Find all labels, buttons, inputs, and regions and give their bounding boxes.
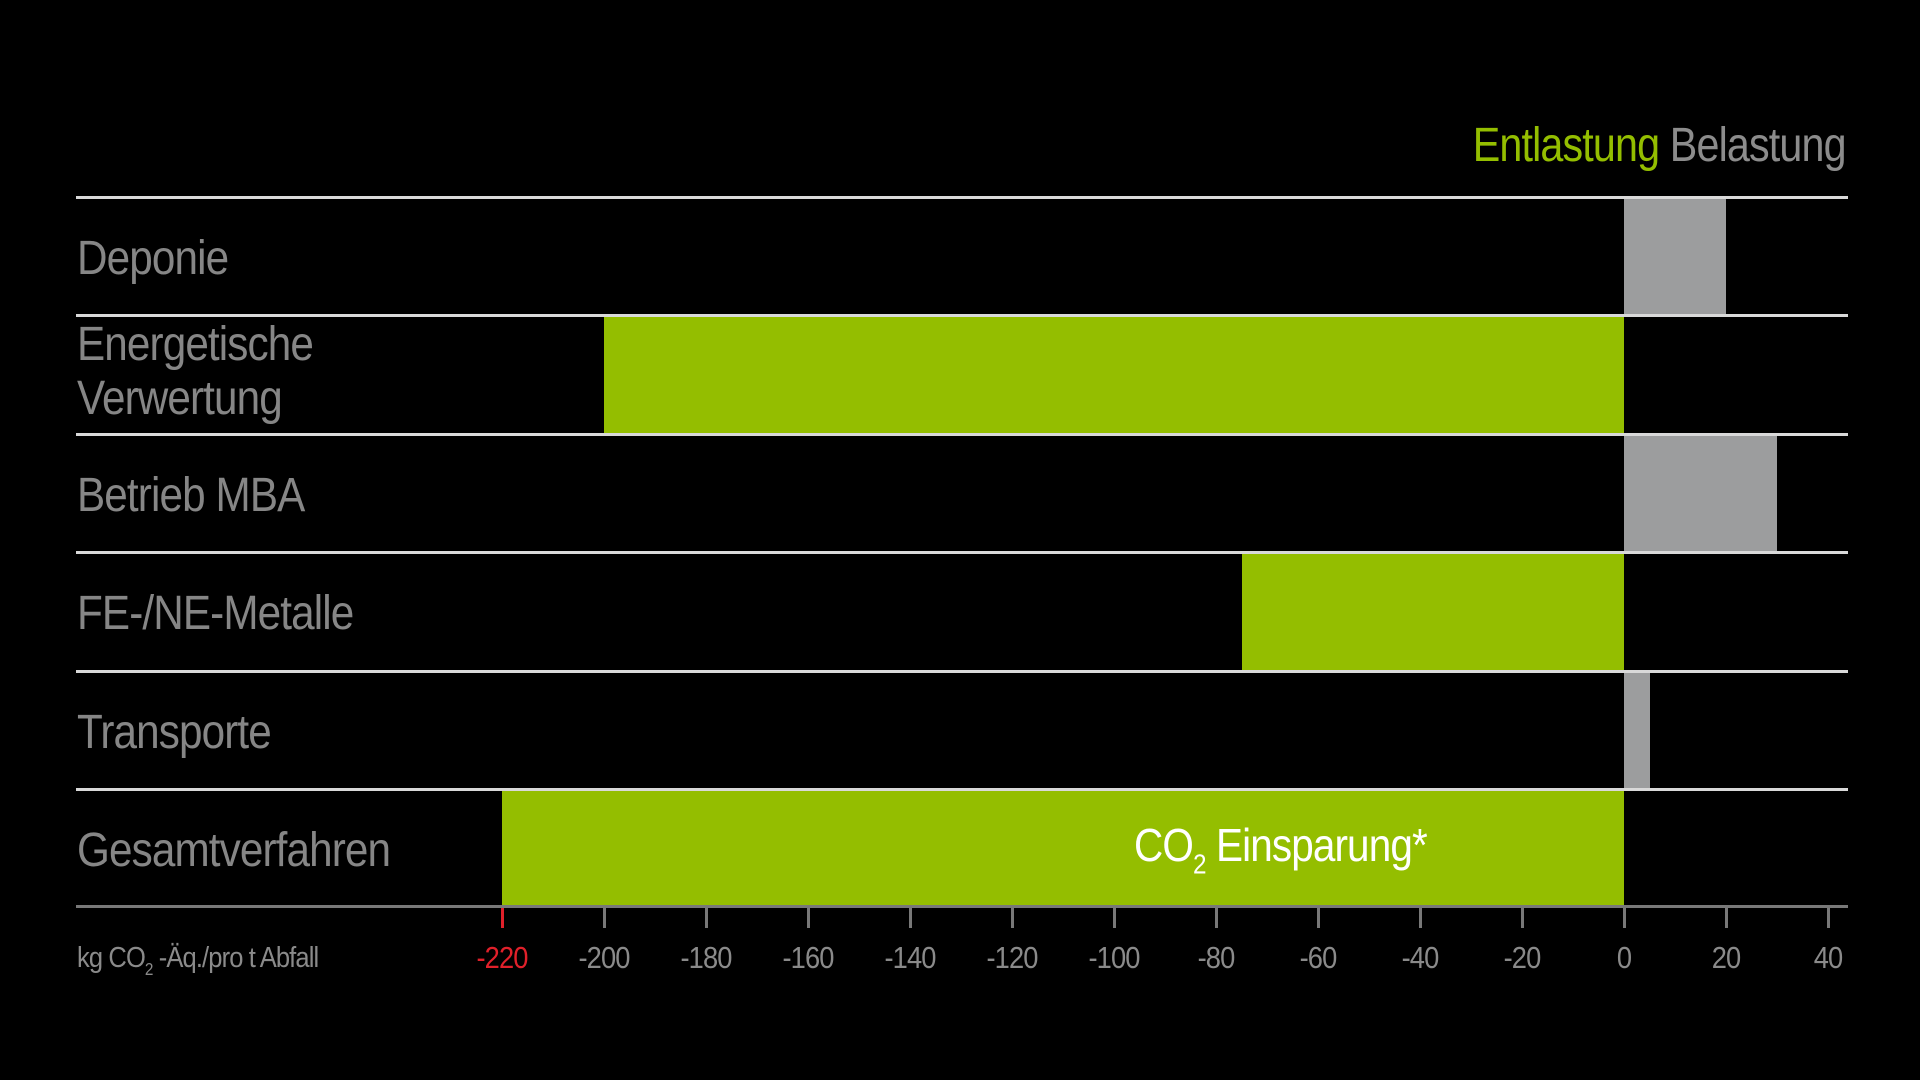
x-axis-line [76,905,1848,908]
row-label: Energetische Verwertung [77,318,314,426]
tick-mark [1623,908,1626,928]
tick-label: -20 [1503,940,1542,975]
tick-mark [1419,908,1422,928]
tick-label: 0 [1616,940,1632,975]
tick-mark [501,908,504,928]
tick-label: -40 [1401,940,1440,975]
tick-mark [807,908,810,928]
row-divider [76,551,1848,555]
legend-entlastung: Entlastung [1473,119,1660,172]
tick-mark [1011,908,1014,928]
tick-mark [1113,908,1116,928]
tick-label: -220 [476,940,528,975]
row-divider [76,314,1848,318]
row-divider [76,669,1848,673]
tick-mark [1827,908,1830,928]
bar [502,791,1624,907]
tick-label: -60 [1299,940,1338,975]
tick-label: 40 [1813,940,1843,975]
tick-label: -140 [884,940,936,975]
bar [604,317,1624,433]
tick-label: 20 [1711,940,1741,975]
tick-mark [705,908,708,928]
row-label: FE-/NE-Metalle [77,587,354,641]
tick-label: -80 [1197,940,1236,975]
tick-mark [1521,908,1524,928]
tick-mark [603,908,606,928]
bar [1624,672,1650,788]
tick-label: -120 [986,940,1038,975]
row-label: Deponie [77,232,229,285]
row-label: Transporte [77,705,272,759]
tick-mark [1317,908,1320,928]
tick-mark [909,908,912,928]
tick-label: -200 [578,940,630,975]
row-divider [76,432,1848,436]
tick-mark [1215,908,1218,928]
tick-mark [1725,908,1728,928]
bar [1241,554,1624,670]
tick-label: -100 [1088,940,1140,975]
tick-label: -180 [680,940,732,975]
row-label: Betrieb MBA [77,468,305,522]
row-divider [76,196,1848,199]
tick-label: -160 [782,940,834,975]
x-axis-unit-label: kg CO2 -Äq./pro t Abfall [77,942,319,979]
row-label: Gesamtverfahren [77,824,391,877]
legend: Entlastung Belastung [1473,118,1847,173]
co2-savings-annotation: CO2 Einsparung* [1134,819,1428,880]
legend-belastung: Belastung [1670,119,1847,172]
row-divider [76,788,1848,791]
bar [1624,199,1726,315]
bar [1624,435,1777,552]
